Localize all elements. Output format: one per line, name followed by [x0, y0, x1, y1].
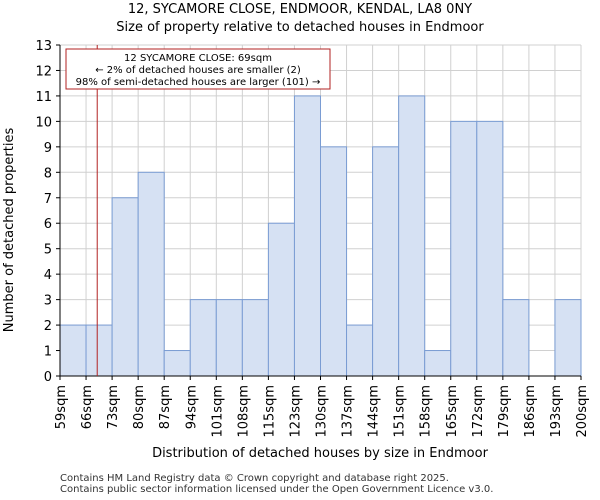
x-tick-label: 66sqm [80, 385, 95, 429]
x-tick-label: 151sqm [393, 385, 408, 438]
bar [137, 171, 165, 377]
annotation-line: 12 SYCAMORE CLOSE: 69sqm [124, 53, 272, 64]
x-tick-labels: 59sqm 66sqm 73sqm 80sqm 87sqm 94sqm 101sqm 108s… [54, 376, 590, 438]
property-marker: 12 SYCAMORE CLOSE: 69sqm← 2% of detached… [65, 45, 331, 376]
bar [450, 120, 478, 377]
bar [554, 299, 582, 377]
y-tick-label: 7 [44, 192, 52, 207]
annotation-line: 98% of semi-detached houses are larger (… [76, 77, 321, 88]
footer-line-2: Contains public sector information licen… [60, 484, 494, 495]
y-tick-label: 6 [44, 217, 52, 232]
y-tick-label: 4 [44, 268, 52, 283]
bars [59, 95, 582, 377]
x-tick-label: 59sqm [54, 385, 69, 429]
bar [346, 324, 374, 377]
x-axis-label: Distribution of detached houses by size … [152, 446, 489, 461]
bar [320, 146, 348, 377]
x-tick-label: 108sqm [236, 385, 251, 438]
annotation-box [65, 48, 331, 90]
x-tick-label: 158sqm [419, 385, 434, 438]
y-tick-label: 5 [44, 243, 52, 258]
x-tick-label: 186sqm [523, 385, 538, 438]
x-tick-label: 200sqm [575, 385, 590, 438]
bar [424, 350, 452, 377]
bar [59, 324, 87, 377]
y-axis-label: Number of detached properties [2, 128, 17, 333]
y-tick-label: 11 [35, 90, 52, 105]
footer-line-1: Contains HM Land Registry data © Crown c… [60, 473, 449, 484]
y-tick-label: 13 [35, 39, 52, 54]
bar [111, 197, 139, 377]
y-tick-label: 0 [44, 370, 52, 385]
bar [398, 95, 426, 377]
y-tick-label: 2 [44, 319, 52, 334]
x-tick-label: 73sqm [106, 385, 121, 429]
chart-subtitle: Size of property relative to detached ho… [116, 20, 484, 35]
x-tick-label: 94sqm [184, 385, 199, 429]
y-tick-label: 3 [44, 294, 52, 309]
x-tick-label: 179sqm [497, 385, 512, 438]
bar [476, 120, 504, 377]
x-tick-label: 87sqm [158, 385, 173, 429]
x-tick-label: 172sqm [471, 385, 486, 438]
y-tick-label: 1 [44, 345, 52, 360]
x-tick-label: 193sqm [549, 385, 564, 438]
bar [189, 299, 217, 377]
x-tick-label: 144sqm [367, 385, 382, 438]
x-tick-label: 101sqm [210, 385, 225, 438]
y-tick-label: 9 [44, 141, 52, 156]
x-tick-label: 137sqm [341, 385, 356, 438]
bar [241, 299, 269, 377]
bar [85, 324, 113, 377]
bar [267, 222, 295, 377]
annotation-line: ← 2% of detached houses are smaller (2) [95, 65, 301, 76]
bar [163, 350, 191, 377]
y-tick-label: 8 [44, 166, 52, 181]
x-tick-label: 123sqm [288, 385, 303, 438]
x-tick-label: 115sqm [262, 385, 277, 438]
x-tick-label: 130sqm [315, 385, 330, 438]
y-tick-label: 12 [35, 64, 52, 79]
bar [502, 299, 530, 377]
bar [293, 95, 322, 377]
bar [372, 146, 400, 377]
bar [215, 299, 243, 377]
y-tick-label: 10 [35, 115, 52, 130]
x-tick-label: 165sqm [445, 385, 460, 438]
chart-title: 12, SYCAMORE CLOSE, ENDMOOR, KENDAL, LA8… [127, 2, 473, 17]
x-tick-label: 80sqm [132, 385, 147, 429]
